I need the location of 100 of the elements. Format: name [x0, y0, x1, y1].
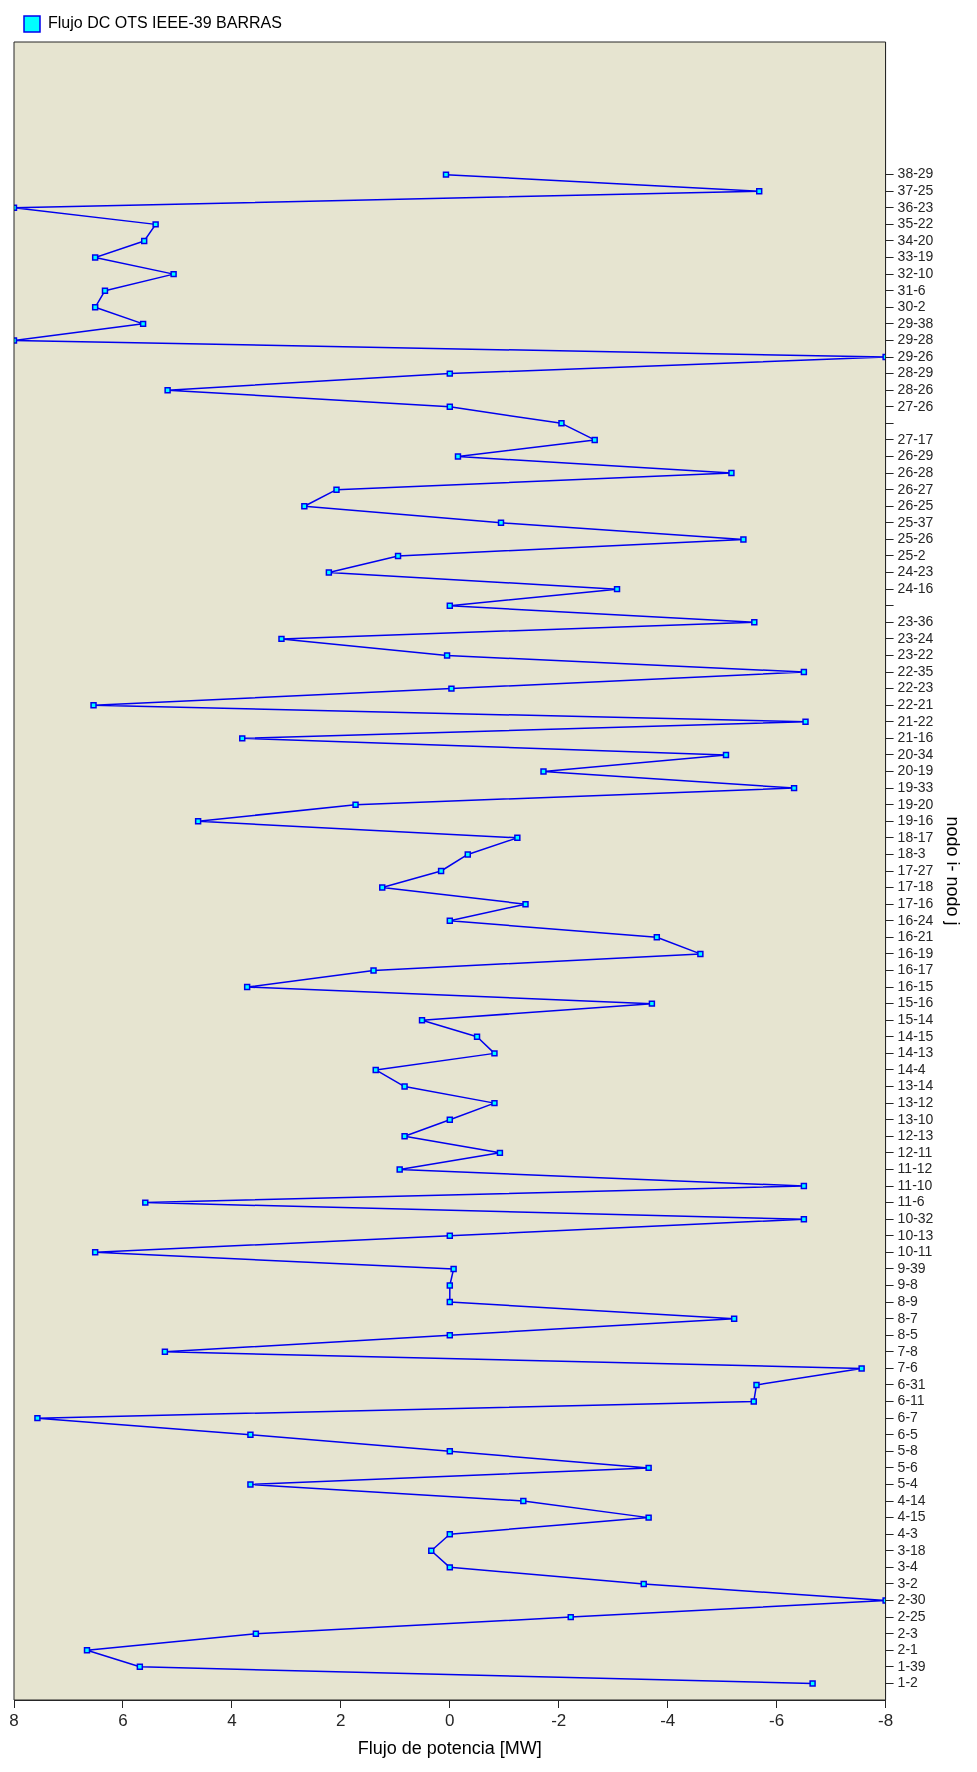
y-tick-label: 6-31: [897, 1375, 926, 1392]
y-tick-label: 16-21: [897, 928, 934, 945]
y-tick-label: 10-32: [897, 1210, 934, 1227]
y-tick-label: 6-11: [897, 1392, 925, 1409]
y-tick-label: 19-20: [897, 795, 934, 812]
y-tick-label: 5-6: [897, 1458, 919, 1475]
y-tick-label: 28-29: [897, 364, 934, 381]
y-tick-label: 1-39: [897, 1657, 926, 1674]
y-tick-label: 30-2: [897, 298, 926, 315]
y-tick-label: 13-10: [897, 1110, 934, 1127]
x-axis-title: Flujo de potencia [MW]: [357, 1738, 542, 1759]
x-tick-label: 4: [227, 1710, 237, 1730]
y-tick-label: 17-27: [897, 861, 934, 878]
y-tick-label: 14-13: [897, 1044, 934, 1061]
y-tick-label: 16-15: [897, 977, 934, 994]
y-tick-label: 26-27: [897, 480, 934, 497]
y-tick-label: 23-24: [897, 629, 934, 646]
y-tick-label: 29-38: [897, 314, 934, 331]
y-tick-label: 11-12: [897, 1160, 933, 1177]
y-tick-label: 17-16: [897, 895, 934, 912]
y-tick-label: 27-17: [897, 430, 934, 447]
y-tick-label: 2-25: [897, 1607, 926, 1624]
y-tick-label: 6-7: [897, 1409, 919, 1425]
y-tick-label: 28-26: [897, 381, 934, 398]
y-tick-label: 15-16: [897, 994, 934, 1011]
y-tick-label: 9-39: [897, 1259, 926, 1276]
y-tick-label: 14-15: [897, 1027, 934, 1044]
y-tick-label: 8-9: [897, 1292, 919, 1309]
x-tick-label: 8: [9, 1710, 19, 1730]
y-tick-label: 21-22: [897, 712, 934, 729]
legend-label: Flujo DC OTS IEEE-39 BARRAS: [48, 14, 282, 32]
y-tick-label: 25-37: [897, 513, 934, 530]
y-tick-label: 16-17: [897, 961, 934, 978]
y-tick-label: 4-15: [897, 1508, 926, 1525]
y-tick-label: 8-5: [897, 1326, 919, 1343]
y-tick-label: 3-2: [897, 1574, 919, 1591]
y-tick-label: 12-11: [897, 1143, 933, 1160]
y-tick-label: 22-21: [897, 696, 934, 713]
y-tick-label: 10-13: [897, 1226, 934, 1243]
x-tick-label: -8: [878, 1710, 894, 1730]
y-tick-label: 33-19: [897, 248, 934, 265]
y-tick-label: 11-10: [897, 1176, 933, 1193]
y-tick-label: 24-23: [897, 563, 934, 580]
x-tick-label: 2: [336, 1710, 346, 1730]
x-tick-label: -4: [660, 1710, 676, 1730]
y-tick-label: 2-1: [897, 1641, 919, 1658]
y-tick-label: 1-2: [897, 1674, 919, 1691]
x-tick-label: 6: [118, 1710, 128, 1730]
y-tick-label: 10-11: [897, 1243, 933, 1260]
y-tick-label: 23-36: [897, 613, 934, 630]
y-tick-label: 22-35: [897, 662, 934, 679]
y-tick-label: 23-22: [897, 646, 934, 663]
x-tick-label: 0: [445, 1710, 455, 1730]
y-tick-label: 27-26: [897, 397, 934, 414]
y-tick-label: 20-19: [897, 762, 934, 779]
y-tick-label: 4-3: [897, 1525, 919, 1542]
y-tick-label: 26-29: [897, 447, 934, 464]
y-tick-label: 5-4: [897, 1475, 919, 1492]
y-tick-label: 11-6: [897, 1193, 925, 1210]
y-tick-label: 25-26: [897, 530, 934, 547]
y-tick-label: 9-8: [897, 1276, 919, 1293]
x-tick-label: -2: [551, 1710, 567, 1730]
y-tick-label: 16-24: [897, 911, 934, 928]
y-tick-label: 19-16: [897, 812, 934, 829]
y-tick-label: 31-6: [897, 281, 926, 298]
y-tick-label: 8-7: [897, 1309, 919, 1326]
y-tick-label: 20-34: [897, 745, 934, 762]
y-tick-label: 21-16: [897, 729, 934, 746]
y-tick-label: 24-16: [897, 580, 934, 596]
y-tick-label: 3-18: [897, 1541, 926, 1558]
y-tick-label: 35-22: [897, 215, 934, 232]
y-tick-label: 17-18: [897, 878, 934, 895]
y-tick-label: 32-10: [897, 264, 934, 281]
y-tick-label: 22-23: [897, 679, 934, 696]
x-tick-label: -6: [769, 1710, 785, 1730]
y-tick-label: 3-4: [897, 1558, 919, 1575]
y-tick-label: 12-13: [897, 1127, 934, 1144]
y-tick-label: 18-17: [897, 828, 934, 845]
y-tick-label: 15-14: [897, 1011, 934, 1028]
y-tick-label: 7-8: [897, 1342, 919, 1359]
y-tick-label: 14-4: [897, 1060, 926, 1077]
y-tick-label: 13-14: [897, 1077, 934, 1094]
y-tick-label: 6-5: [897, 1425, 919, 1442]
y-tick-label: 26-25: [897, 497, 934, 514]
y-axis-title: nodo i- nodo j: [943, 816, 964, 926]
y-tick-label: 29-28: [897, 331, 934, 348]
y-tick-label: 19-33: [897, 778, 934, 795]
y-tick-label: 2-30: [897, 1591, 926, 1608]
y-tick-label: 34-20: [897, 231, 934, 248]
y-tick-label: 25-2: [897, 546, 926, 563]
y-tick-label: 5-8: [897, 1442, 919, 1459]
y-tick-label: 7-6: [897, 1359, 919, 1376]
y-tick-label: 13-12: [897, 1093, 934, 1110]
y-tick-label: 4-14: [897, 1491, 926, 1508]
y-tick-label: 37-25: [897, 182, 934, 199]
y-tick-label: 29-26: [897, 347, 934, 364]
y-tick-label: 18-3: [897, 845, 926, 862]
y-tick-label: 26-28: [897, 463, 934, 480]
y-tick-label: 16-19: [897, 944, 934, 961]
y-tick-label: 2-3: [897, 1624, 919, 1641]
